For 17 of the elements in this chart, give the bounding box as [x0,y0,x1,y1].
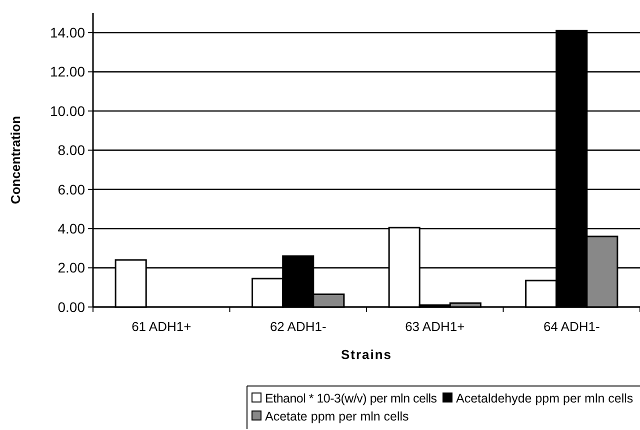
x-axis-title: Strains [340,347,392,362]
y-tick-label: 2.00 [58,260,86,276]
legend-label: Ethanol * 10-3(w/v) per mln cells [265,391,437,406]
x-tick-label: 63 ADH1+ [405,319,465,334]
y-tick-label: 0.00 [58,298,86,315]
y-axis-title: Concentration [8,116,23,204]
x-tick-label: 61 ADH1+ [132,319,192,334]
y-tick-label: 14.00 [50,24,86,40]
y-tick-label: 4.00 [58,220,86,236]
x-tick-label: 64 ADH1- [543,319,600,334]
y-tick-label: 6.00 [58,181,86,198]
x-tick-label: 62 ADH1- [270,319,326,334]
y-tick-label: 8.00 [58,142,86,158]
legend-label: Acetaldehyde ppm per mln cells [456,391,634,406]
y-tick-label: 12.00 [50,64,86,80]
legend-label: Acetate ppm per mln cells [265,409,409,424]
y-tick-label: 10.00 [50,102,86,119]
